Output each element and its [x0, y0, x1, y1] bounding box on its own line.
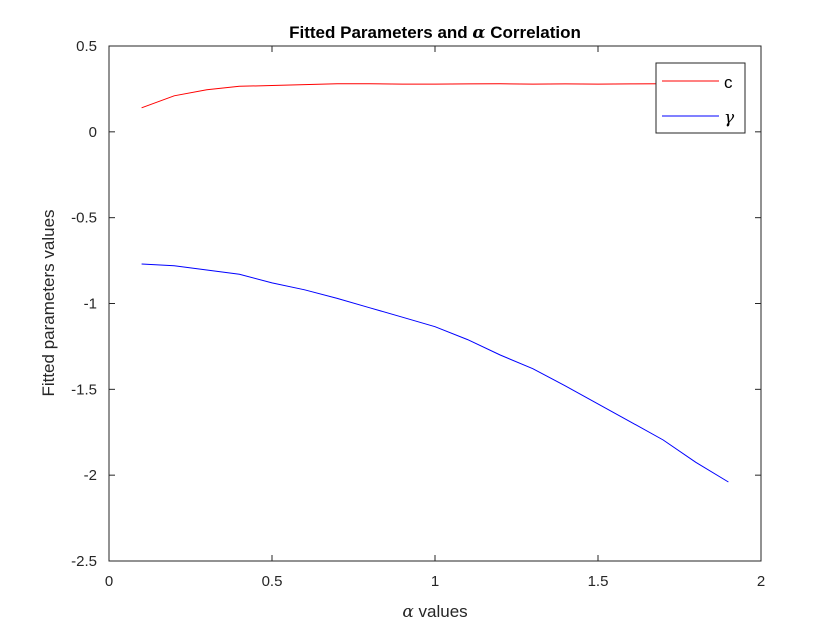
y-tick-label: -2: [84, 467, 97, 484]
plot-area: [108, 45, 762, 562]
y-tick-label: 0.5: [76, 38, 97, 55]
series-lines: [141, 83, 729, 483]
y-tick-label: -0.5: [71, 210, 97, 227]
x-axis-title-text: values: [414, 602, 468, 621]
y-tick-label: -1.5: [71, 381, 97, 398]
x-tick-label: 1.5: [588, 573, 609, 590]
y-tick-label: -1: [84, 296, 97, 313]
x-axis-title: α values: [402, 602, 467, 622]
legend-label-gamma: γ: [724, 108, 735, 128]
chart-title: Fitted Parameters and α Correlation: [289, 23, 581, 43]
x-tick-label: 2: [757, 573, 765, 590]
y-tick-label: 0: [89, 124, 97, 141]
legend-label-c: c: [724, 73, 733, 92]
series-line-c: [141, 83, 729, 109]
x-tick-label: 1: [431, 573, 439, 590]
legend-box: [655, 62, 746, 134]
y-tick-label: -2.5: [71, 553, 97, 570]
x-tick-label: 0.5: [262, 573, 283, 590]
chart-title-alpha-symbol: α: [472, 23, 485, 43]
x-axis-title-alpha-symbol: α: [402, 602, 414, 622]
x-tick-label: 0: [105, 573, 113, 590]
series-line-gamma: [141, 263, 729, 483]
legend: c γ: [655, 62, 746, 134]
axis-ticks: 0 0.5 1 1.5 2 -2.5 -2 -1.5 -1 -0.5 0 0.5: [71, 38, 765, 590]
chart-title-after: Correlation: [485, 23, 580, 42]
y-axis-title: Fitted parameters values: [39, 209, 58, 396]
chart-title-before: Fitted Parameters and: [289, 23, 472, 42]
